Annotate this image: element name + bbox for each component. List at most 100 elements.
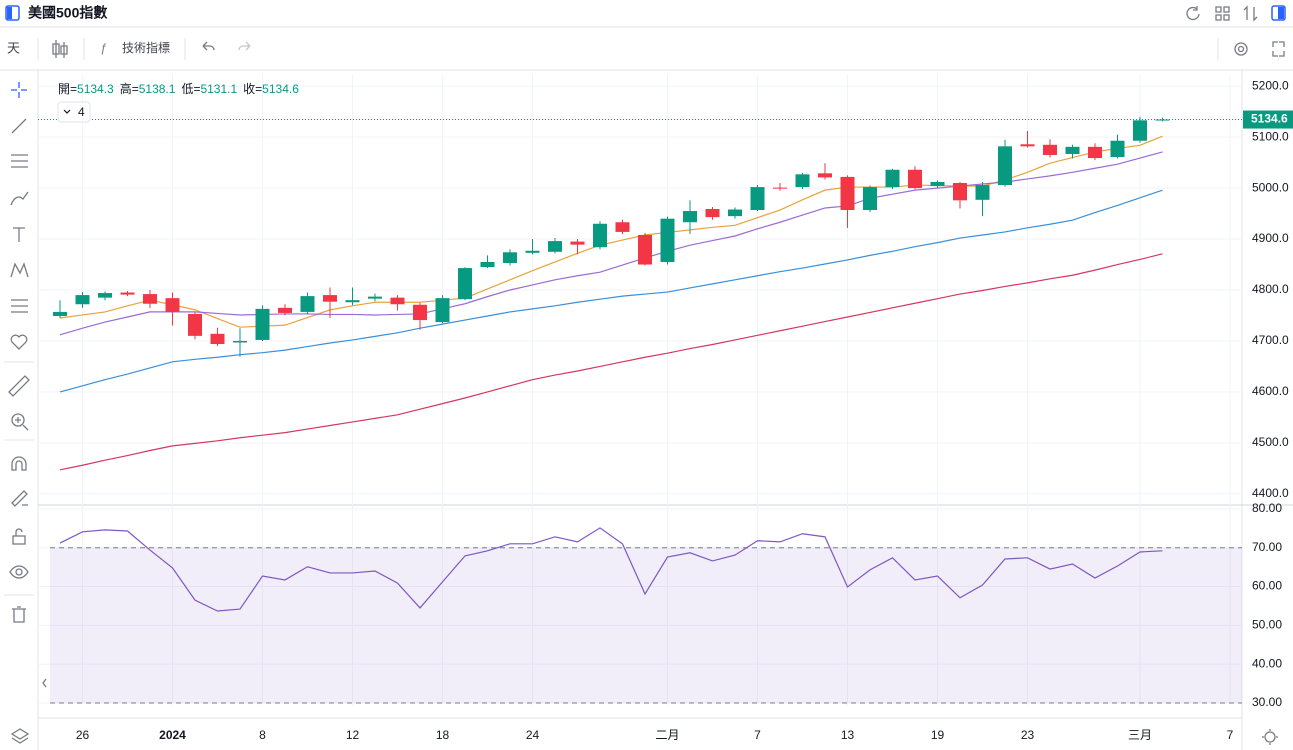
candle-body: [1088, 146, 1102, 159]
candle-body: [998, 146, 1012, 186]
delete-tool[interactable]: [12, 606, 26, 623]
candle-body: [1155, 119, 1170, 121]
zoom-tool[interactable]: [11, 413, 29, 431]
y-tick-label: 4800.0: [1252, 282, 1289, 296]
candle-body: [660, 218, 675, 262]
collapse-toolbar[interactable]: [42, 678, 47, 688]
y-tick-label: 60.00: [1252, 579, 1282, 593]
settings-button[interactable]: [1234, 42, 1248, 56]
rsi-line: [59, 527, 1163, 612]
y-tick-label: 70.00: [1252, 540, 1282, 554]
chart-type-button[interactable]: [52, 40, 68, 58]
candle-body: [1020, 144, 1035, 147]
measure-tool[interactable]: [8, 375, 30, 397]
candle-body: [300, 296, 315, 312]
undo-button[interactable]: [202, 41, 215, 51]
magnet-tool[interactable]: [11, 456, 27, 471]
ohlc-legend: 開=5134.3 高=5138.1 低=5131.1 收=5134.6: [58, 81, 299, 96]
indicators-toggle[interactable]: [57, 101, 91, 123]
favorite-tool[interactable]: [10, 334, 28, 350]
candle-body: [750, 187, 765, 211]
pattern-tool[interactable]: [10, 262, 29, 278]
x-tick-label: 8: [259, 728, 266, 742]
text-tool[interactable]: [13, 227, 25, 242]
layout-button[interactable]: [1215, 6, 1230, 21]
lock-tool[interactable]: [12, 528, 26, 545]
candle-body: [368, 296, 382, 299]
ohlc-value: 5134.3: [77, 82, 114, 96]
candle-body: [255, 308, 270, 340]
y-tick-label: 4900.0: [1252, 231, 1289, 245]
candle-body: [75, 295, 90, 305]
candle-body: [323, 295, 337, 302]
trendline-tool[interactable]: [11, 118, 27, 134]
y-tick-label: 30.00: [1252, 695, 1282, 709]
candle-body: [795, 174, 810, 188]
visibility-tool[interactable]: [9, 565, 29, 579]
ohlc-value: 5138.1: [139, 82, 176, 96]
y-tick-label: 50.00: [1252, 618, 1282, 632]
y-tick-label: 4500.0: [1252, 435, 1289, 449]
plot: [38, 116, 1242, 704]
x-tick-label: 26: [76, 728, 90, 742]
candle-body: [728, 209, 742, 217]
indicators-button[interactable]: ƒ 技術指標: [100, 40, 170, 55]
x-tick-label: 19: [931, 728, 945, 742]
candle-body: [975, 185, 990, 200]
y-tick-label: 40.00: [1252, 656, 1282, 670]
drawing-toolbar: [4, 82, 47, 744]
x-tick-label: 三月: [1128, 728, 1152, 742]
candle-body: [278, 307, 292, 313]
x-tick-label: 18: [436, 728, 450, 742]
layers-button[interactable]: [10, 728, 30, 744]
candle-body: [188, 313, 202, 336]
candle-body: [1110, 140, 1125, 158]
candle-body: [683, 211, 697, 223]
candle-body: [1065, 146, 1080, 154]
candle-body: [908, 169, 922, 189]
x-tick-label: 2024: [159, 728, 186, 742]
candle-body: [435, 298, 450, 323]
y-tick-label: 80.00: [1252, 501, 1282, 515]
y-tick-label: 5000.0: [1252, 180, 1289, 194]
ohlc-value: 5134.6: [262, 82, 299, 96]
prediction-tool[interactable]: [11, 299, 28, 313]
candle-body: [345, 300, 360, 303]
app-icon: [5, 5, 20, 21]
candle-body: [390, 297, 405, 305]
ohlc-key: 高=: [120, 81, 139, 96]
candle-body: [53, 311, 67, 316]
moving-average: [59, 189, 1163, 393]
chevron-icon: [63, 109, 71, 114]
compare-button[interactable]: [1243, 5, 1258, 22]
refresh-button[interactable]: [1186, 6, 1200, 21]
interval-button[interactable]: 天: [7, 40, 20, 55]
candle-body: [480, 261, 495, 268]
crosshair-tool[interactable]: [11, 82, 27, 98]
brush-tool[interactable]: [10, 191, 29, 206]
candle-body: [1043, 144, 1057, 155]
fib-tool[interactable]: [11, 154, 28, 168]
panel-button[interactable]: [1271, 5, 1286, 21]
lock-drawing-tool[interactable]: [11, 490, 28, 507]
candle-body: [233, 340, 247, 343]
candle-body: [615, 222, 630, 232]
candle-body: [705, 208, 720, 218]
candle-body: [210, 333, 225, 345]
time-axis-settings[interactable]: [1262, 729, 1278, 745]
candle-body: [525, 250, 540, 253]
fullscreen-button[interactable]: [1272, 41, 1285, 57]
redo-button[interactable]: [238, 41, 251, 51]
last-price-tag: [1243, 110, 1293, 129]
candle-body: [953, 183, 967, 201]
x-tick-label: 12: [346, 728, 360, 742]
candle-body: [840, 176, 855, 211]
ohlc-key: 低=: [181, 82, 200, 96]
candle-body: [885, 169, 900, 188]
x-tick-label: 二月: [655, 728, 679, 742]
y-tick-label: 4400.0: [1252, 486, 1289, 500]
candle-body: [413, 304, 427, 321]
candle-body: [863, 187, 877, 211]
candle-body: [548, 241, 562, 252]
